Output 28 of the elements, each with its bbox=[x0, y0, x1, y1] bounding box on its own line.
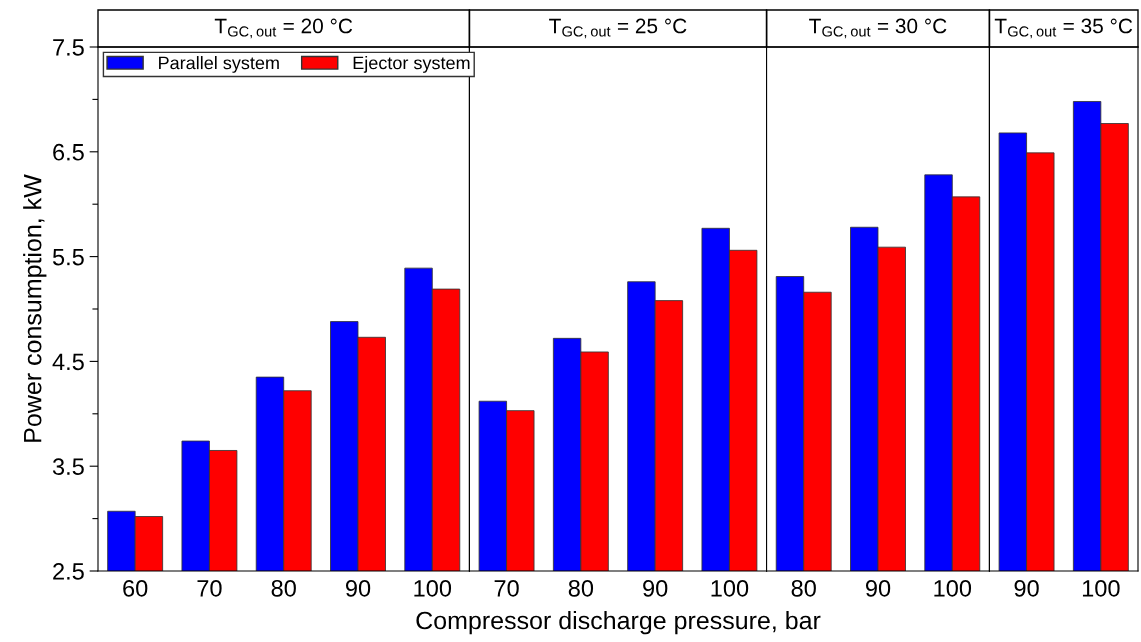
y-tick-label: 2.5 bbox=[53, 563, 84, 580]
x-tick-label: 80 bbox=[271, 579, 296, 597]
x-tick-label: 70 bbox=[494, 579, 519, 597]
x-tick-label: 90 bbox=[1014, 579, 1039, 597]
x-tick-label: 100 bbox=[934, 579, 972, 597]
chart-title: T$_{GC,out}$ = 25 °C bbox=[549, 18, 687, 39]
x-tick-label: 100 bbox=[1082, 579, 1120, 597]
chart-title: T$_{GC,out}$ = 20 °C bbox=[214, 18, 353, 39]
y-axis-title: Power consumption, kW bbox=[23, 174, 47, 442]
y-tick-label: 6.5 bbox=[53, 143, 84, 161]
x-tick-label: 100 bbox=[711, 579, 749, 597]
x-tick-label: 90 bbox=[643, 579, 668, 597]
chart-title: T$_{GC,out}$ = 35 °C bbox=[994, 18, 1133, 39]
legend-label: Ejector system bbox=[353, 56, 470, 73]
y-tick-label: 7.5 bbox=[53, 39, 84, 56]
x-tick-label: 90 bbox=[345, 579, 371, 597]
y-tick-label: 5.5 bbox=[52, 248, 84, 266]
x-tick-label: 70 bbox=[197, 579, 222, 597]
legend-label: Parallel system bbox=[159, 56, 279, 73]
x-tick-label: 60 bbox=[123, 579, 148, 597]
x-tick-label: 90 bbox=[865, 579, 891, 597]
chart-title: T$_{GC,out}$ = 30 °C bbox=[809, 18, 947, 39]
x-tick-label: 80 bbox=[568, 579, 594, 597]
x-axis-title: Compressor discharge pressure, bar bbox=[416, 610, 821, 635]
y-tick-label: 3.5 bbox=[52, 458, 84, 475]
y-tick-label: 4.5 bbox=[52, 353, 84, 371]
x-tick-label: 80 bbox=[791, 579, 816, 597]
x-tick-label: 100 bbox=[414, 579, 452, 597]
